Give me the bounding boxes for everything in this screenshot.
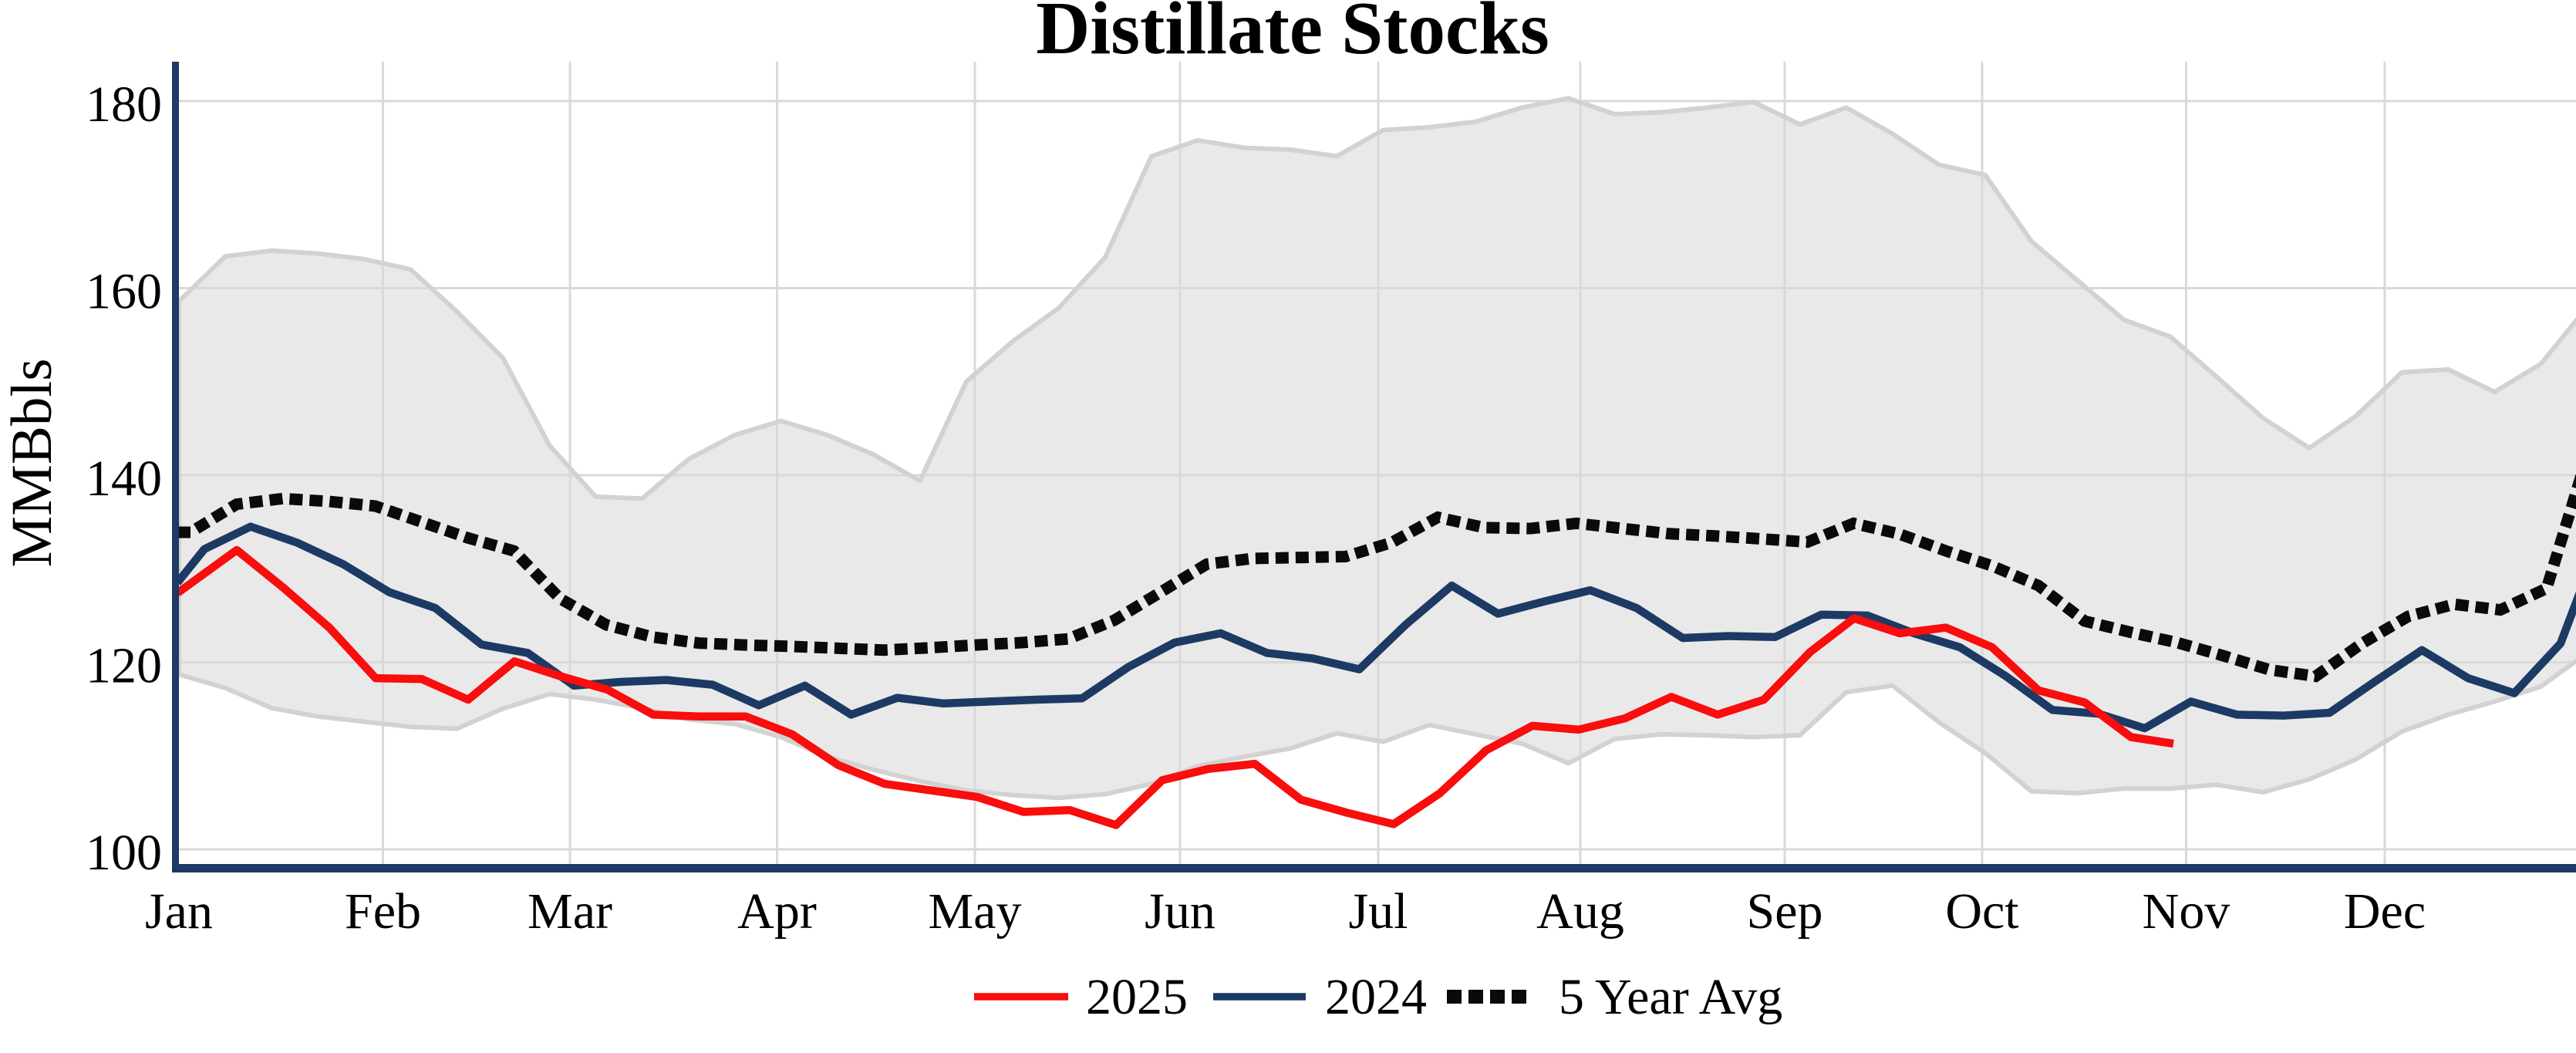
svg-text:May: May <box>929 883 1022 940</box>
svg-text:Feb: Feb <box>345 883 421 940</box>
svg-text:180: 180 <box>86 76 162 133</box>
svg-text:MMBbls: MMBbls <box>0 359 64 568</box>
svg-text:Nov: Nov <box>2143 883 2230 940</box>
svg-text:Jun: Jun <box>1145 883 1216 940</box>
svg-text:Dec: Dec <box>2344 883 2426 940</box>
svg-text:5 Year Avg: 5 Year Avg <box>1559 969 1782 1025</box>
svg-text:Jan: Jan <box>145 883 213 940</box>
svg-text:100: 100 <box>86 825 162 881</box>
svg-text:120: 120 <box>86 638 162 694</box>
svg-text:Aug: Aug <box>1536 883 1624 940</box>
svg-text:2025: 2025 <box>1086 969 1188 1025</box>
svg-text:Distillate Stocks: Distillate Stocks <box>1036 0 1549 69</box>
svg-text:140: 140 <box>86 451 162 507</box>
svg-text:Oct: Oct <box>1945 883 2018 940</box>
svg-text:Jul: Jul <box>1348 883 1408 940</box>
svg-text:Mar: Mar <box>528 883 612 940</box>
svg-text:Sep: Sep <box>1747 883 1823 940</box>
svg-text:160: 160 <box>86 264 162 320</box>
svg-text:Apr: Apr <box>737 883 817 940</box>
svg-text:2024: 2024 <box>1325 969 1427 1025</box>
